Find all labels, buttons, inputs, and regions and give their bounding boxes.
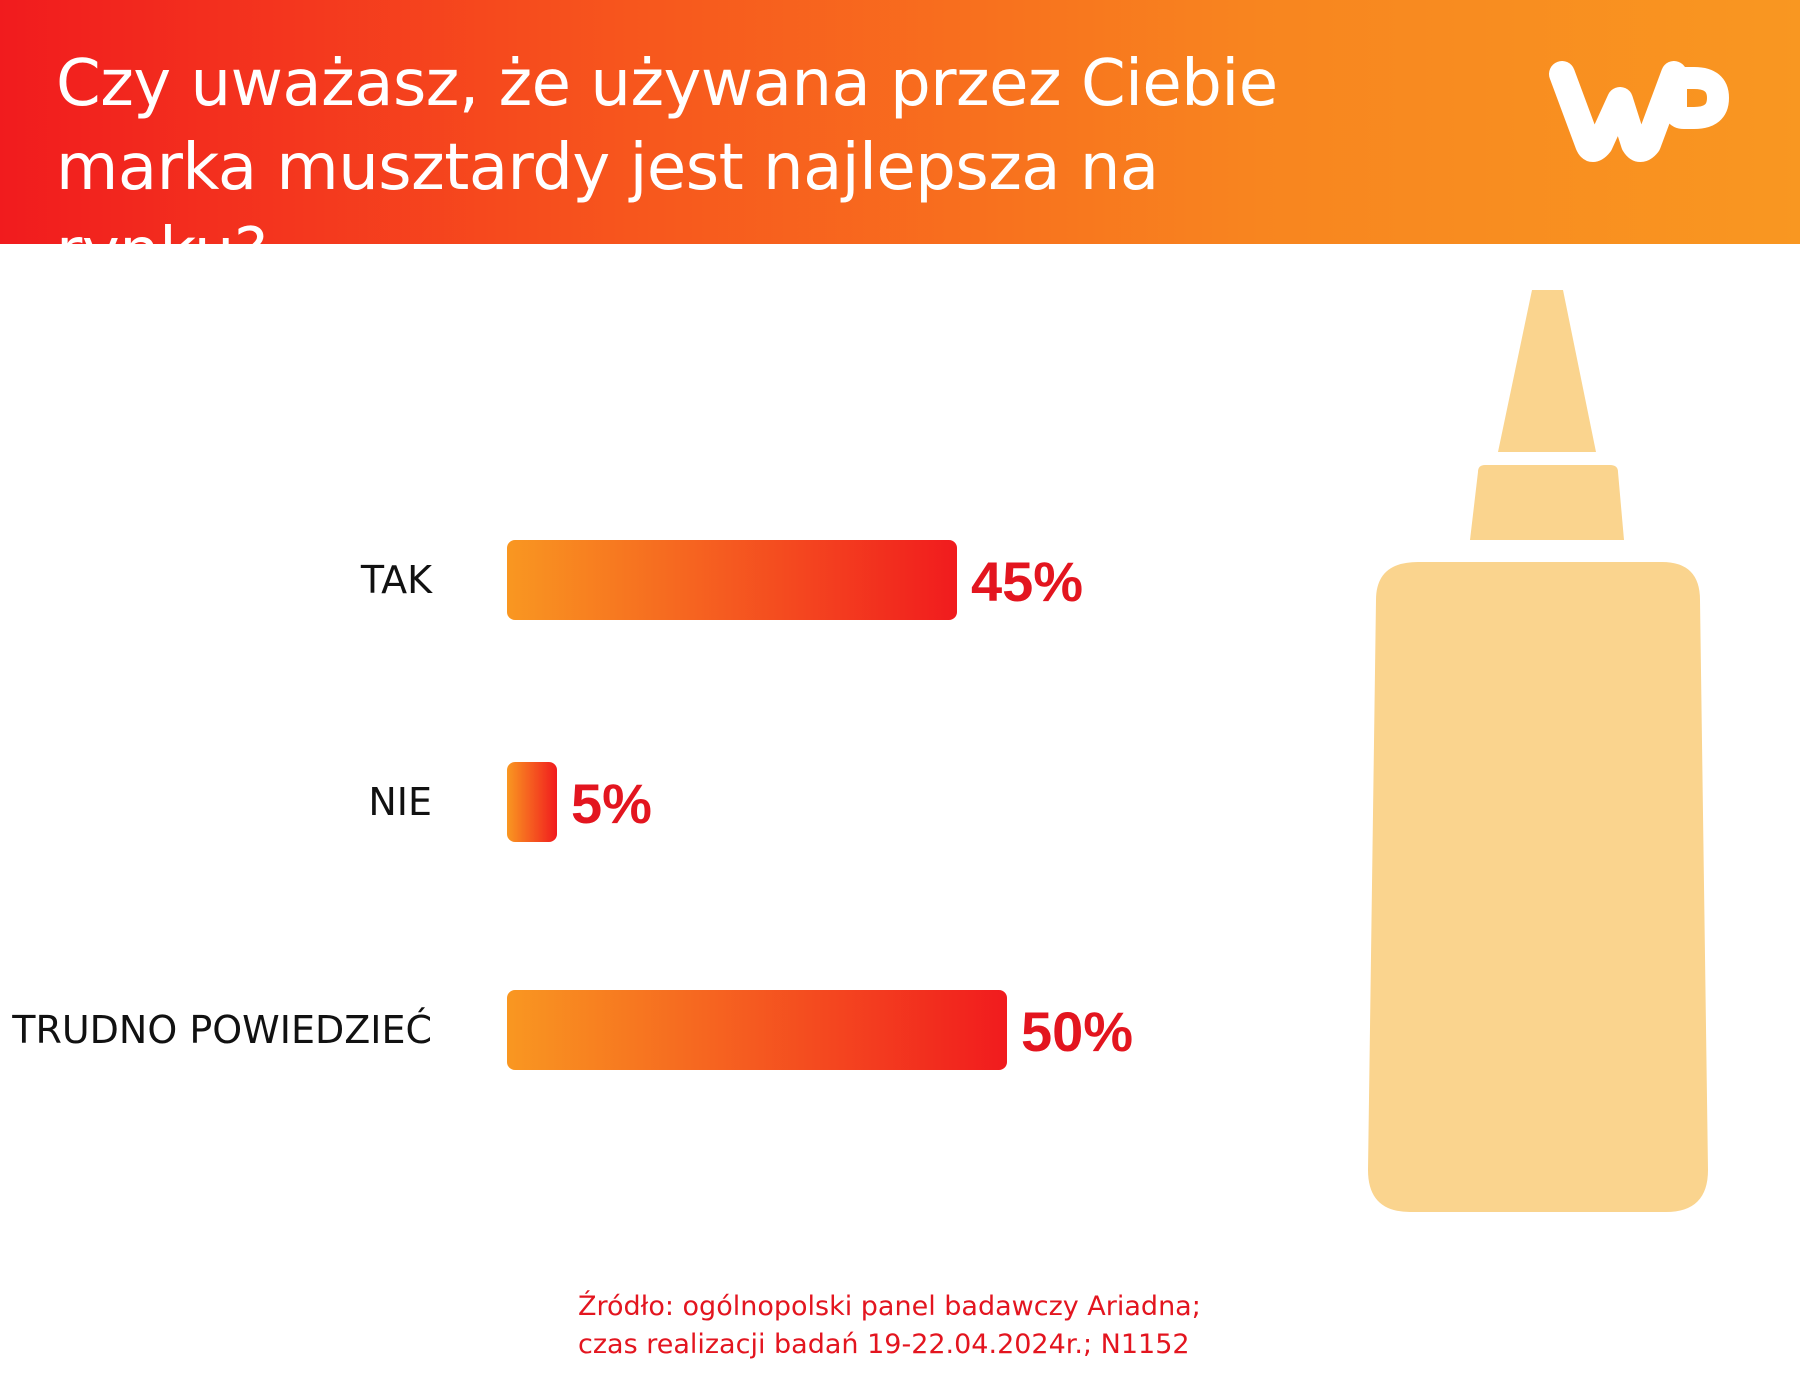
wp-logo: WP — [1549, 61, 1729, 162]
source-note: Źródło: ogólnopolski panel badawczy Aria… — [578, 1288, 1201, 1364]
mustard-bottle-icon — [1368, 290, 1708, 1212]
bar — [507, 990, 1007, 1070]
value-label: 50% — [1021, 1000, 1133, 1063]
source-line-2: czas realizacji badań 19-22.04.2024r.; N… — [578, 1329, 1190, 1360]
bar — [507, 540, 957, 620]
bar — [507, 762, 557, 842]
header-banner: Czy uważasz, że używana przez Ciebie mar… — [0, 0, 1800, 289]
source-line-1: Źródło: ogólnopolski panel badawczy Aria… — [578, 1291, 1201, 1322]
value-label: 45% — [971, 550, 1083, 613]
category-label: NIE — [368, 780, 432, 824]
chart-title: Czy uważasz, że używana przez Ciebie mar… — [56, 47, 1278, 289]
value-label: 5% — [571, 772, 652, 835]
category-label: TAK — [360, 558, 433, 602]
bars-group: TAK 45% NIE 5% TRUDNO POWIEDZIEĆ 50% — [11, 540, 1133, 1070]
bar-chart: TAK 45% NIE 5% TRUDNO POWIEDZIEĆ 50% — [11, 540, 1133, 1070]
category-label: TRUDNO POWIEDZIEĆ — [11, 1008, 432, 1052]
